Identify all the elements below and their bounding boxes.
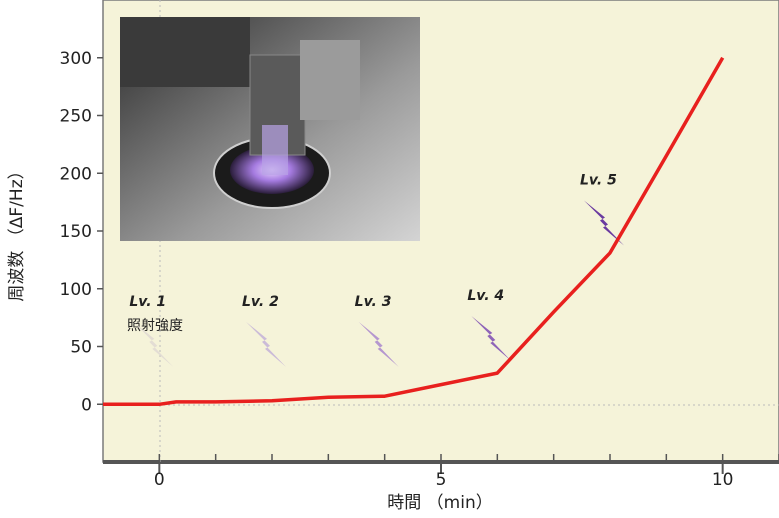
y-tick-label: 50 [70, 338, 92, 358]
level-label: Lv. 1 [129, 294, 166, 310]
y-tick-label: 300 [60, 49, 92, 69]
level-label: Lv. 4 [467, 288, 504, 304]
lightning-bolt-icon [246, 321, 286, 367]
y-tick-label: 100 [60, 280, 92, 300]
x-axis-title: 時間 （min） [387, 493, 492, 513]
lightning-bolt-icon [358, 321, 399, 367]
y-tick-label: 150 [60, 222, 92, 242]
x-axis-minor-ticks [158, 454, 779, 462]
irradiance-title: 照射強度 [127, 318, 183, 334]
series-line [103, 56, 725, 407]
x-tick-label: 10 [712, 470, 734, 490]
level-label: Lv. 5 [580, 173, 617, 189]
y-axis-ticks: 0 50 100 150 200 250 300 [60, 49, 103, 415]
y-tick-label: 250 [60, 107, 92, 127]
x-tick-label: 5 [436, 470, 447, 490]
x-axis-ticks: 0 5 10 [154, 462, 734, 490]
irradiance-levels: Lv. 1 Lv. 2 Lv. 3 Lv. 4 Lv. 5 [129, 173, 624, 367]
y-tick-label: 200 [60, 164, 92, 184]
y-axis-title: 周波数 （ΔF/Hz） [7, 162, 27, 301]
level-label: Lv. 3 [355, 294, 392, 310]
lightning-bolt-icon [133, 321, 174, 367]
lightning-bolt-icon [471, 316, 512, 362]
x-tick-label: 0 [154, 470, 165, 490]
inset-photo [120, 17, 420, 241]
level-label: Lv. 2 [242, 294, 279, 310]
lightning-bolt-icon [584, 200, 624, 246]
y-tick-label: 0 [81, 395, 92, 415]
